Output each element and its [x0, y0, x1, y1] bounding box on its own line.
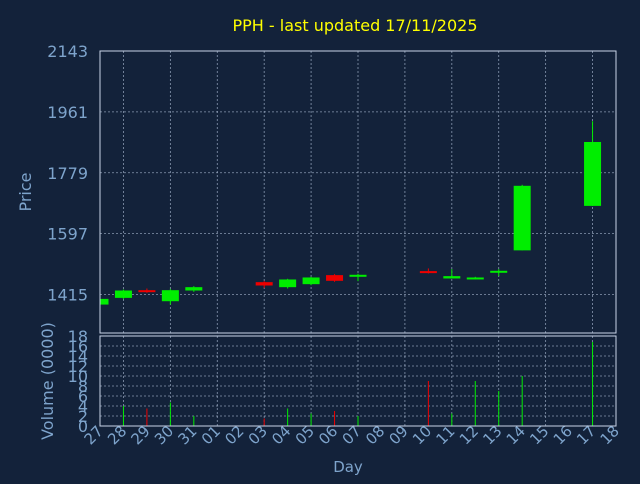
volume-tick-label: 4 — [78, 397, 88, 416]
candle-body — [349, 274, 367, 277]
candle-body — [326, 275, 344, 281]
price-plot-frame — [99, 50, 617, 334]
volume-tick-label: 0 — [78, 417, 88, 436]
price-axis-label: Price — [16, 172, 35, 211]
candlestick-series — [99, 121, 602, 305]
candle-body — [138, 290, 156, 293]
volume-tick-label: 12 — [68, 357, 88, 376]
volume-tick-label: 10 — [68, 367, 88, 386]
volume-tick-label: 6 — [78, 387, 88, 406]
candle-body — [255, 282, 273, 286]
volume-tick-label: 16 — [68, 337, 88, 356]
candle-body — [513, 185, 531, 251]
price-tick-label: 1961 — [47, 103, 88, 122]
volume-tick-label: 14 — [68, 347, 88, 366]
volume-grid — [100, 335, 616, 427]
candle-body — [466, 277, 484, 280]
candle-body — [490, 270, 508, 273]
volume-tick-label: 2 — [78, 407, 88, 426]
x-axis-label: Day — [333, 458, 363, 476]
volume-tick-label: 18 — [68, 327, 88, 346]
candle-body — [302, 277, 320, 285]
price-tick-labels: 2143 1961 1779 1597 1415 — [47, 42, 88, 305]
volume-tick-label: 8 — [78, 377, 88, 396]
volume-axis-label: Volume (0000) — [38, 322, 57, 440]
candle-body — [185, 287, 203, 291]
candle-body — [443, 276, 461, 279]
price-tick-label: 2143 — [47, 42, 88, 61]
volume-plot-frame — [99, 335, 617, 427]
candle-body — [114, 290, 132, 298]
candle-body — [279, 279, 297, 288]
volume-series — [122, 342, 594, 426]
plot-frames — [99, 50, 617, 427]
candle-body — [419, 271, 437, 274]
price-tick-label: 1415 — [47, 286, 88, 305]
candle-body — [100, 298, 109, 305]
price-tick-label: 1779 — [47, 164, 88, 183]
price-tick-label: 1597 — [47, 225, 88, 244]
candle-body — [161, 290, 179, 302]
chart-title: PPH - last updated 17/11/2025 — [232, 16, 477, 35]
candle-body — [584, 141, 602, 206]
